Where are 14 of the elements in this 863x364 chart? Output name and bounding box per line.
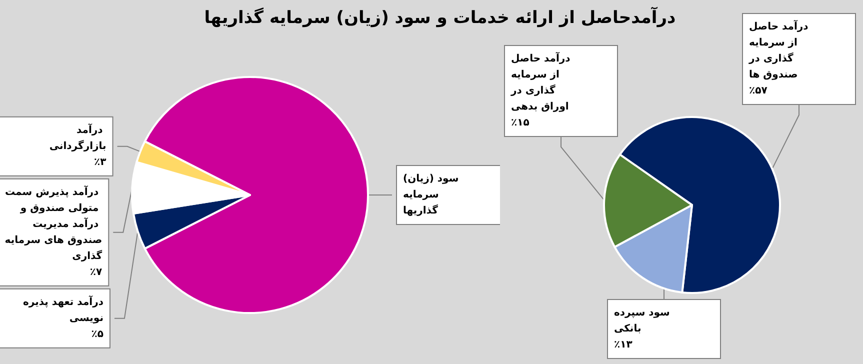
data-label: ٪۱۵ [511,118,530,128]
slice-label: درآمد حاصل از سرمایه گذاری در اوراق بدهی [510,52,574,112]
slice-label: سود (زیان) سرمایه گذاریها [403,174,462,216]
chart-title: درآمدحاصل از ارائه خدمات و سود (زیان) سرمایه گذاریها [203,8,677,28]
data-label: ٪۵ [91,328,104,340]
data-label: ٪۵۷ [749,86,768,96]
data-label: ٪۳ [94,156,106,168]
data-label: ٪۷ [90,266,102,278]
slice-label: درآمد تعهد پذیره نویسی [23,294,104,324]
slice-label: درآمد بازارگردانی [49,122,106,152]
slice-label: درآمد حاصل از سرمایه گذاری در صندوق ها [748,20,812,80]
slice-label: سود سپرده بانکی [614,308,674,334]
slice-label: درآمد پذیرش سمت متولی صندوق و درآمد مدیریت صندوق های سرمایه گذاری [4,184,102,262]
data-label: ٪۱۳ [614,340,632,350]
